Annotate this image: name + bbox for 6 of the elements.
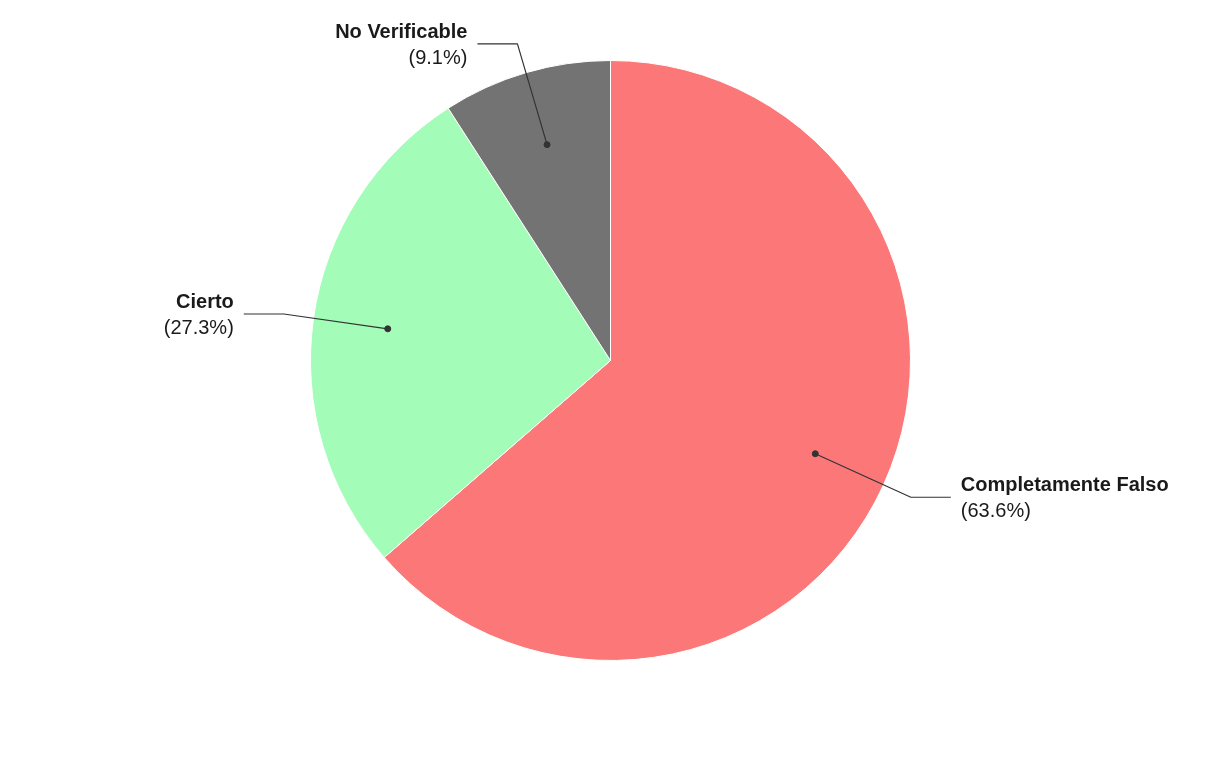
slice-label: No Verificable <box>335 19 468 42</box>
data-label: (63.6%) <box>960 499 1031 522</box>
slice-label: Completamente Falso <box>960 473 1169 496</box>
data-label: (9.1%) <box>408 45 468 68</box>
data-label: (27.3%) <box>163 316 234 338</box>
slice-label: Cierto <box>176 290 234 312</box>
